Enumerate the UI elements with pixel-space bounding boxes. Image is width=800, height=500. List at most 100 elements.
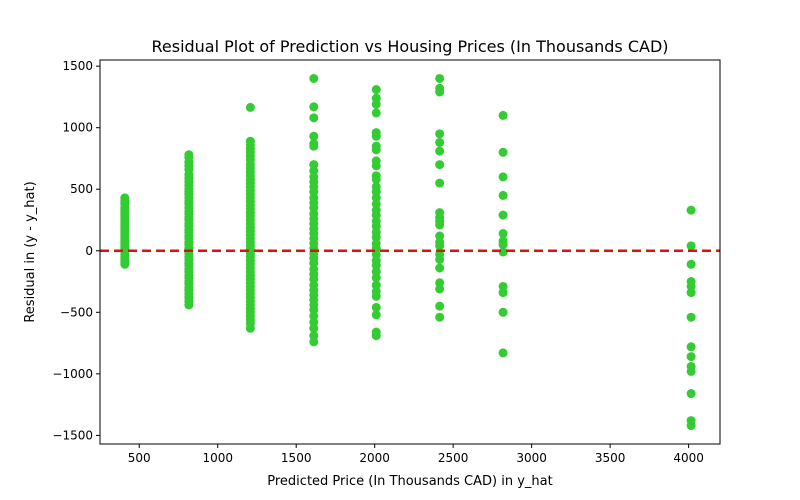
- x-tick-label: 3000: [516, 451, 547, 465]
- data-point: [309, 160, 319, 170]
- data-point: [309, 323, 319, 333]
- plot-frame: [99, 59, 721, 445]
- data-point: [686, 421, 696, 431]
- data-point: [309, 317, 319, 327]
- y-tick-label: −500: [60, 305, 93, 319]
- data-point: [245, 323, 255, 333]
- data-point: [435, 278, 445, 288]
- data-point: [686, 281, 696, 291]
- data-point: [309, 102, 319, 112]
- y-tick-label: 1500: [62, 59, 93, 73]
- data-point: [371, 108, 381, 118]
- data-point: [435, 73, 445, 83]
- data-point: [435, 231, 445, 241]
- data-point: [498, 240, 508, 250]
- data-point: [498, 210, 508, 220]
- points-layer: [120, 73, 696, 431]
- data-point: [686, 259, 696, 269]
- data-point: [435, 129, 445, 139]
- data-point: [309, 274, 319, 284]
- y-tick-label: −1500: [52, 428, 93, 442]
- data-point: [309, 166, 319, 176]
- data-point: [686, 352, 696, 362]
- data-point: [498, 190, 508, 200]
- y-axis-ticks: −1500 −1000 −500 0 500 1000 1500: [52, 59, 100, 442]
- data-point: [686, 389, 696, 399]
- data-point: [371, 174, 381, 184]
- data-point: [371, 193, 381, 203]
- data-point: [309, 203, 319, 213]
- data-point: [435, 146, 445, 156]
- data-point: [435, 160, 445, 170]
- data-point: [309, 305, 319, 315]
- y-axis-label: Residual in (y - y_hat): [23, 181, 38, 322]
- data-point: [371, 99, 381, 109]
- data-point: [371, 280, 381, 290]
- data-point: [371, 187, 381, 197]
- data-point: [686, 312, 696, 322]
- x-axis-label: Predicted Price (In Thousands CAD) in y_…: [267, 474, 552, 489]
- data-point: [309, 311, 319, 321]
- data-point: [371, 232, 381, 242]
- data-point: [371, 291, 381, 301]
- data-point: [371, 273, 381, 283]
- data-point: [309, 113, 319, 123]
- data-point: [435, 87, 445, 97]
- data-point: [309, 331, 319, 341]
- data-point: [371, 302, 381, 312]
- data-point: [498, 172, 508, 182]
- y-tick-label: −1000: [52, 367, 93, 381]
- data-point: [435, 254, 445, 264]
- data-point: [371, 249, 381, 259]
- data-point: [498, 229, 508, 239]
- data-point: [371, 85, 381, 95]
- data-point: [371, 131, 381, 141]
- data-point: [686, 342, 696, 352]
- data-point: [371, 145, 381, 155]
- y-tick-label: 0: [85, 244, 93, 258]
- data-point: [120, 259, 130, 269]
- data-point: [184, 300, 194, 310]
- data-point: [371, 261, 381, 271]
- data-point: [435, 241, 445, 251]
- x-tick-label: 3500: [595, 451, 626, 465]
- data-point: [371, 331, 381, 341]
- data-point: [498, 288, 508, 298]
- data-point: [371, 310, 381, 320]
- data-point: [498, 110, 508, 120]
- data-point: [309, 187, 319, 197]
- data-point: [498, 281, 508, 291]
- data-point: [435, 220, 445, 230]
- data-point: [498, 307, 508, 317]
- x-tick-label: 2000: [359, 451, 390, 465]
- data-point: [435, 178, 445, 188]
- x-tick-label: 1500: [281, 451, 312, 465]
- x-tick-label: 4000: [673, 451, 704, 465]
- data-point: [309, 258, 319, 268]
- data-point: [435, 312, 445, 322]
- x-tick-label: 1000: [202, 451, 233, 465]
- data-point: [435, 284, 445, 294]
- data-point: [371, 267, 381, 277]
- data-point: [435, 263, 445, 273]
- x-tick-label: 500: [128, 451, 151, 465]
- data-point: [371, 93, 381, 103]
- chart-title: Residual Plot of Prediction vs Housing P…: [151, 37, 668, 56]
- data-point: [371, 221, 381, 231]
- data-point: [309, 131, 319, 141]
- data-point: [435, 137, 445, 147]
- data-point: [686, 288, 696, 298]
- data-point: [371, 199, 381, 209]
- data-point: [686, 241, 696, 251]
- data-point: [498, 348, 508, 358]
- y-tick-label: 1000: [62, 121, 93, 135]
- data-point: [245, 102, 255, 112]
- data-point: [686, 205, 696, 215]
- data-point: [686, 366, 696, 376]
- data-point: [309, 73, 319, 83]
- data-point: [435, 301, 445, 311]
- data-point: [498, 147, 508, 157]
- data-point: [309, 337, 319, 347]
